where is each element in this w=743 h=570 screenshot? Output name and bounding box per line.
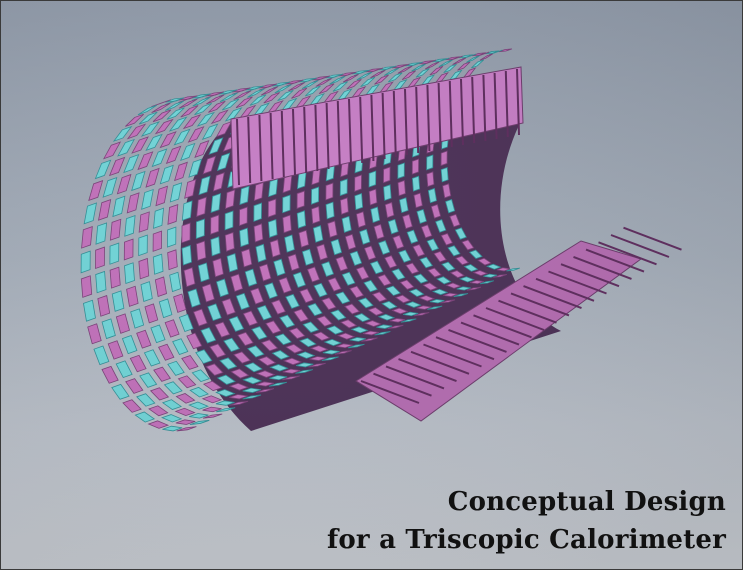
top-rim-slat xyxy=(370,94,375,162)
top-rim-slat xyxy=(280,110,285,178)
bottom-rim-slat xyxy=(360,380,420,404)
top-rim-slat xyxy=(426,84,431,152)
top-rim-slat xyxy=(516,68,520,136)
top-rim-slat xyxy=(292,108,296,176)
top-rim-slat xyxy=(314,104,319,172)
top-rim-slat xyxy=(247,116,252,184)
bottom-rim-slat xyxy=(510,292,570,317)
caption-line-1: Conceptual Design xyxy=(447,487,726,517)
bottom-rim-slat xyxy=(548,270,607,295)
caption: Conceptual Design for a Triscopic Calori… xyxy=(327,483,726,559)
top-rim-slat xyxy=(325,102,330,170)
top-rim-slat xyxy=(269,112,274,180)
top-rim-slat xyxy=(381,92,386,160)
top-rim-slat xyxy=(336,100,341,168)
bottom-rim-slat xyxy=(585,248,645,273)
bottom-rim-slat xyxy=(473,314,532,339)
bottom-rim-slat xyxy=(535,277,595,302)
top-rim-slat xyxy=(258,114,263,182)
bottom-rim-slat xyxy=(385,365,445,390)
bottom-rim-slat xyxy=(598,241,657,266)
top-rim-slat xyxy=(482,74,487,142)
top-rim-slat xyxy=(236,118,240,186)
bottom-rim-slat xyxy=(610,234,670,258)
top-rim-slat xyxy=(359,96,364,164)
top-rim-slat xyxy=(504,70,509,138)
bottom-rim-slat xyxy=(423,343,482,368)
bottom-rim-slat xyxy=(485,307,545,331)
bottom-rim-slat xyxy=(448,328,507,353)
top-rim-slat xyxy=(303,106,308,174)
top-rim-slat xyxy=(460,78,464,146)
bottom-rim-slat xyxy=(435,336,495,361)
bottom-rim-slat xyxy=(623,226,682,251)
top-rim-slat xyxy=(404,88,408,156)
caption-line-2: for a Triscopic Calorimeter xyxy=(327,525,726,555)
bottom-rim-slat xyxy=(398,358,457,383)
bottom-rim-slat xyxy=(460,321,520,346)
top-rim-slat xyxy=(392,90,397,158)
bottom-rim-slat xyxy=(498,299,557,324)
top-rim-slat xyxy=(448,80,453,148)
bottom-rim-slat xyxy=(560,263,620,288)
top-rim-slat xyxy=(493,72,498,140)
top-rim-slat xyxy=(437,82,442,150)
top-rim-slat xyxy=(348,98,352,166)
bottom-rim-slat xyxy=(410,350,470,375)
bottom-rim-slat xyxy=(373,372,432,397)
top-rim-slat xyxy=(471,76,476,144)
bottom-rim-slat xyxy=(573,255,632,280)
bottom-rim-slat xyxy=(523,285,582,310)
top-rim-slat xyxy=(415,86,420,154)
